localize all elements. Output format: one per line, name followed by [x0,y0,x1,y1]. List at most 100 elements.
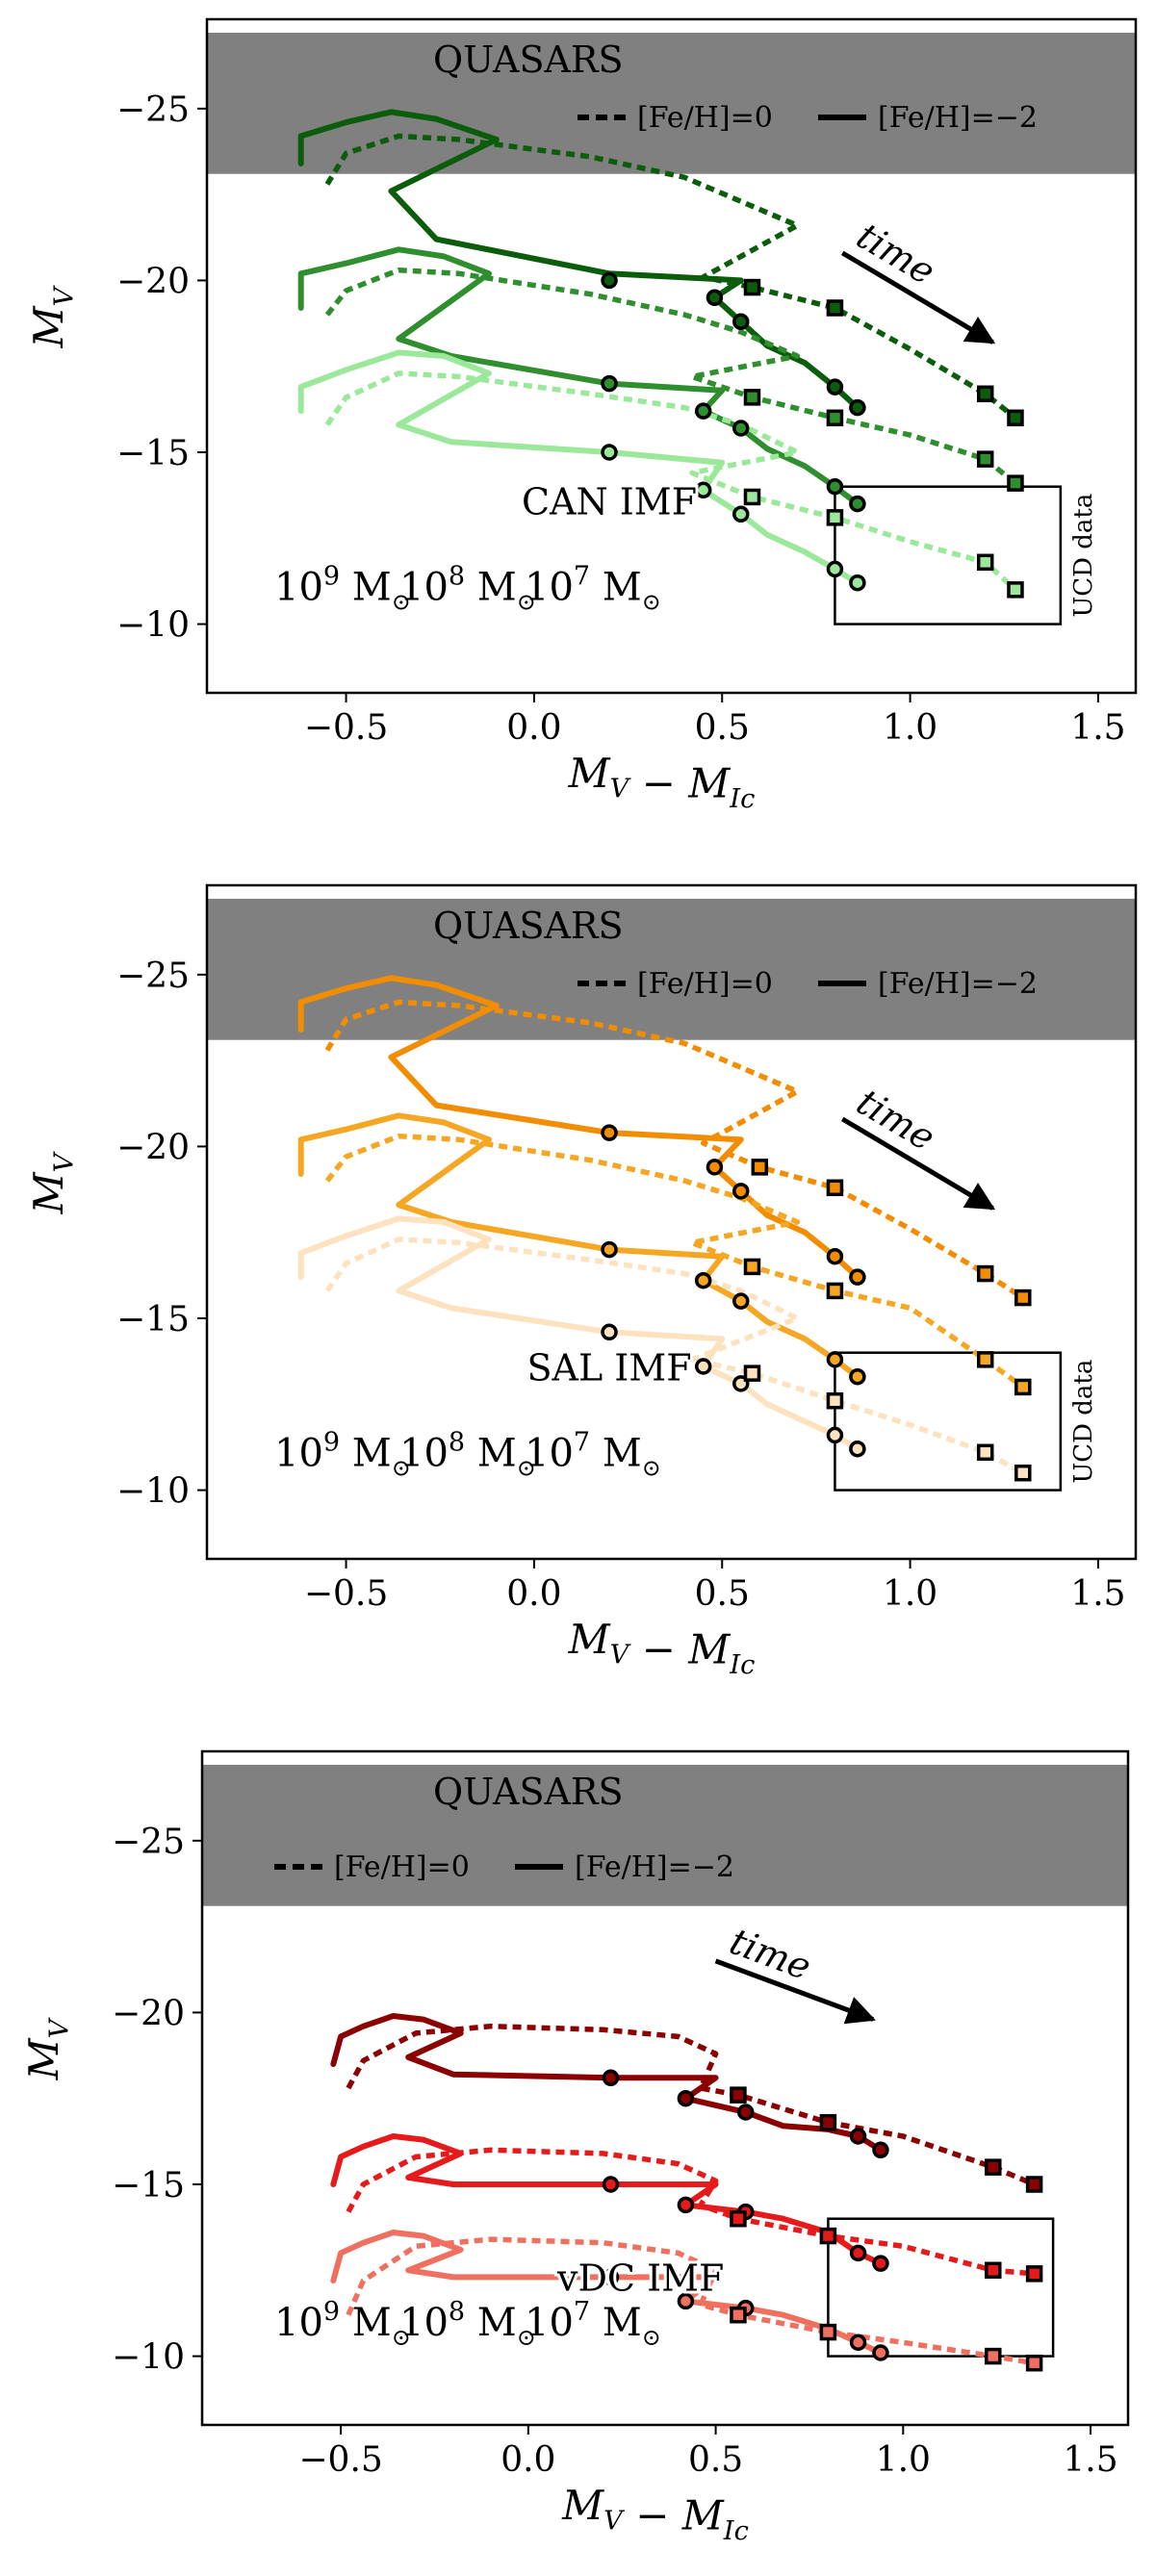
mass-legend-0: 109 M⊙ [274,562,411,616]
panel-vdc-imf: QUASARS [Fe/H]=0 [Fe/H]=−2 time vDC IMF 109 M… [20,1749,1130,2546]
marker-circle-18 [601,444,618,461]
y-tick-label: −15 [116,434,190,473]
marker-circle-21 [826,560,844,578]
series-line-4 [330,2230,884,2356]
marker-circle-18 [602,2268,620,2286]
marker-circle-10 [677,2196,695,2214]
y-tick-label: −25 [116,956,190,996]
y-tick-label: −10 [116,606,190,646]
ucd-label: UCD data [1069,494,1098,618]
panel-sal-imf: QUASARS [Fe/H]=0 [Fe/H]=−2 UCD data time SAL … [25,883,1138,1680]
marker-circle-2 [732,313,750,331]
marker-square-8 [1025,2176,1043,2193]
panel-label: SAL IMF [526,1346,691,1389]
marker-circle-19 [694,481,712,499]
series-line-0 [330,2013,884,2154]
series-line-5 [324,370,1017,592]
x-tick-label: 1.0 [883,708,937,748]
marker-circle-22 [849,574,866,592]
ucd-box [827,2217,1055,2358]
marker-circle-13 [872,2255,889,2272]
series-line-2 [330,2133,884,2267]
marker-circle-11 [732,1292,750,1310]
marker-square-17 [1007,474,1024,492]
marker-square-25 [985,2347,1002,2365]
marker-square-6 [819,2113,837,2131]
marker-circle-3 [826,378,844,395]
marker-circle-12 [826,1351,844,1368]
marker-square-5 [730,2086,747,2104]
marker-square-25 [976,553,994,572]
marker-circle-4 [872,2141,889,2159]
marker-square-23 [743,488,761,506]
marker-square-15 [826,409,844,427]
marker-circle-21 [849,2334,867,2352]
marker-square-17 [1014,1378,1032,1396]
marker-square-7 [976,1264,994,1283]
y-tick-label: −20 [116,262,190,301]
ucd-box [834,1351,1063,1492]
mass-legend-2: 107 M⊙ [525,1428,661,1482]
marker-square-14 [743,389,761,406]
marker-square-14 [743,1258,761,1276]
marker-circle-9 [602,2176,620,2193]
mass-legend-2: 107 M⊙ [525,2297,661,2351]
marker-circle-1 [706,289,724,307]
y-axis-label: MV [20,2016,75,2080]
legend-dashed-label: [Fe/H]=0 [637,967,773,1001]
marker-square-17 [1025,2265,1043,2283]
marker-circle-12 [849,2244,867,2262]
marker-square-5 [743,278,761,296]
series-line-1 [324,999,1025,1300]
marker-square-8 [1014,1288,1032,1307]
mass-legend-1: 108 M⊙ [399,1428,536,1482]
marker-square-7 [976,385,994,403]
marker-circle-22 [849,1440,866,1458]
x-tick-label: 0.5 [688,2440,743,2480]
marker-square-26 [1007,581,1024,599]
legend-solid-label: [Fe/H]=−2 [878,967,1038,1001]
marker-square-15 [819,2227,837,2245]
series-line-4 [297,349,860,586]
series-line-2 [297,1112,860,1380]
marker-square-25 [976,1443,994,1462]
marker-circle-20 [732,505,750,523]
time-arrow [840,1116,996,1211]
marker-circle-9 [601,374,618,393]
y-axis-label: MV [25,1150,80,1214]
marker-circle-2 [732,1183,750,1200]
x-tick-label: 0.0 [500,2440,555,2480]
x-tick-label: 0.0 [506,1574,561,1614]
axes-frame [205,17,1138,695]
marker-square-5 [751,1159,769,1176]
x-axis-label: MV − MIc [561,2482,749,2546]
marker-square-23 [743,1365,761,1382]
marker-circle-13 [849,1367,866,1386]
mass-legend-1: 108 M⊙ [399,562,536,616]
series-line-3 [324,267,1017,486]
quasar-label: QUASARS [433,905,624,947]
marker-square-24 [826,1391,844,1410]
marker-circle-19 [677,2292,695,2310]
quasar-band [202,1765,1128,1906]
series-line-5 [346,2236,1036,2366]
mass-legend-0: 109 M⊙ [274,1428,411,1482]
marker-circle-22 [872,2344,889,2361]
marker-square-15 [826,1282,844,1300]
series-line-4 [297,1215,860,1452]
marker-circle-0 [601,271,618,290]
panel-label: CAN IMF [522,480,697,523]
series-line-2 [297,246,860,507]
marker-square-26 [1025,2354,1043,2372]
series-line-3 [324,1133,1025,1390]
marker-circle-21 [826,1426,844,1444]
x-tick-label: 1.5 [1063,2440,1117,2480]
marker-square-24 [826,509,844,526]
time-arrow [714,1958,876,2025]
y-tick-label: −10 [116,1472,190,1512]
marker-circle-1 [706,1159,724,1176]
series-line-0 [297,109,860,411]
legend-dashed-label: [Fe/H]=0 [637,101,773,135]
marker-circle-12 [826,477,844,496]
x-axis-label: MV − MIc [568,750,756,814]
